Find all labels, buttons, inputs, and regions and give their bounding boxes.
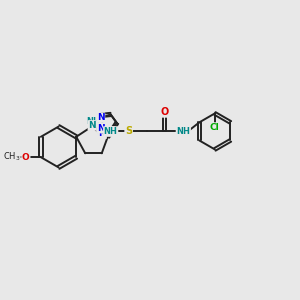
Text: O: O [22, 153, 30, 162]
Text: NH: NH [176, 127, 190, 136]
Text: N: N [98, 129, 106, 138]
Text: CH$_3$: CH$_3$ [3, 151, 20, 164]
Text: N: N [97, 124, 104, 133]
Text: N: N [98, 129, 106, 138]
Text: Cl: Cl [210, 123, 220, 132]
Text: S: S [125, 126, 132, 136]
Text: N: N [107, 127, 115, 136]
Text: NH: NH [104, 127, 118, 136]
Text: N: N [97, 113, 104, 122]
Text: O: O [160, 107, 169, 117]
Text: NH: NH [87, 117, 100, 126]
Text: N: N [88, 121, 96, 130]
